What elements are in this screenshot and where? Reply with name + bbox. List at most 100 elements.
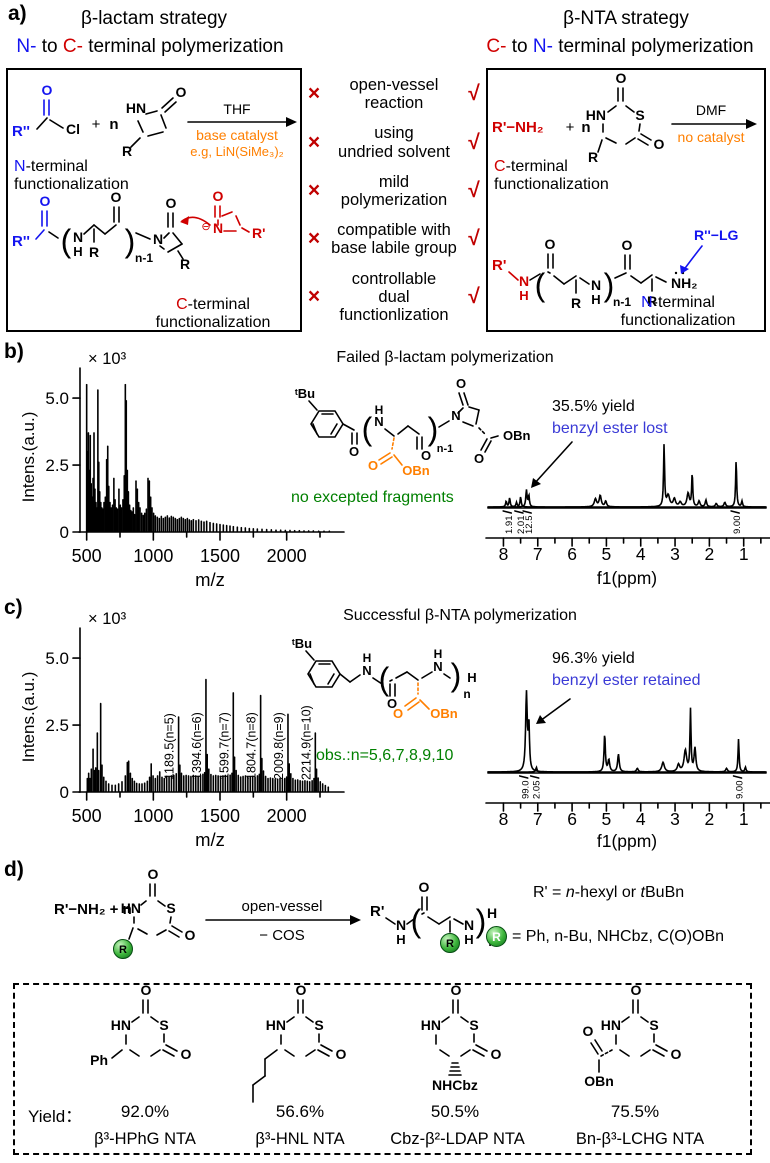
monomer-name: β³-HNL NTA (255, 1130, 345, 1148)
shape-text: O (368, 458, 378, 473)
shape-line (732, 775, 743, 779)
shape-text: O (141, 982, 152, 998)
shape-line (167, 243, 183, 253)
shape-text: S (314, 1017, 323, 1033)
shape-text: O (166, 195, 177, 211)
shape-text: R''−LG (694, 227, 738, 243)
shape-line (380, 456, 393, 465)
right-subtitle: C- to N- terminal polymerization (470, 36, 770, 58)
shape-text: OBn (503, 428, 531, 443)
shape-line (156, 929, 167, 936)
c-label: C- (486, 36, 507, 57)
shape-line (421, 671, 433, 679)
shape-text: N (396, 917, 406, 933)
subtitle-text: to (36, 36, 63, 57)
shape-line (317, 1049, 330, 1057)
shape-text: R (588, 149, 598, 165)
shape-text: H (487, 905, 497, 921)
shape-line (129, 1049, 140, 1057)
shape-line (162, 1049, 175, 1057)
terminal-text: -terminal (187, 296, 250, 313)
shape-text: O (42, 82, 53, 98)
shape-text: 2.5 (45, 716, 69, 735)
shape-text: O (451, 982, 462, 998)
shape-text: N (433, 659, 442, 674)
nmr-successful-chart: 8 7 6 5 4 3 2 1 f1(ppm) 99.0 2.05 9.00 (485, 690, 770, 851)
shape-text: 6 (567, 544, 577, 564)
shape-line (161, 97, 174, 109)
r-legend: R = Ph, n-Bu, NHCbz, C(O)OBn (486, 926, 724, 947)
shape-text: n (581, 119, 590, 136)
shape-text: O (456, 376, 466, 391)
shape-line (475, 1044, 488, 1052)
shape-line (579, 277, 590, 285)
shape-text: H (464, 932, 473, 947)
shape-polygon (350, 915, 361, 925)
shape-text: R' (252, 225, 265, 241)
shape-text: O (419, 879, 430, 895)
shape-line (457, 407, 464, 414)
shape-text: R'−NH₂ (492, 119, 544, 136)
cross-icon: × (307, 82, 321, 106)
shape-line (165, 1044, 178, 1052)
shape-line (463, 392, 469, 406)
cross-icon: × (307, 130, 321, 154)
subtitle-text: terminal polymerization (552, 36, 754, 57)
shape-line (480, 438, 488, 451)
shape-text: H (375, 403, 384, 417)
shape-text: Ph (90, 1052, 108, 1068)
shape-text: THF (223, 101, 250, 117)
shape-line (640, 1016, 649, 1023)
shape-text: 2.05 (532, 781, 543, 800)
shape-text: 7 (533, 544, 543, 564)
failed-polymer-structure: ᵗBu O ( H N O OBn O ) n-1 N O O OBn (295, 376, 531, 478)
shape-text: − COS (259, 927, 304, 944)
shape-line (453, 918, 464, 925)
shape-text: N (73, 229, 83, 245)
shape-text: H (434, 647, 443, 661)
shape-line (305, 650, 315, 661)
shape-text: HN (601, 1017, 621, 1033)
monomer-name: Cbz-β²-LDAP NTA (390, 1130, 525, 1148)
shape-text: OBn (402, 463, 430, 478)
shape-line (462, 421, 474, 427)
shape-text: 4 (636, 809, 646, 829)
shape-line (406, 918, 415, 925)
shape-line (514, 510, 524, 514)
functionalization-text: functionalization (620, 311, 736, 329)
shape-text: no catalyst (678, 129, 745, 145)
shape-line (312, 423, 318, 435)
beta-nta-scheme-svg: R'−NH₂ + n HN O S O R DMF no catalyst R' (492, 70, 757, 311)
shape-text: 1599.7(n=7) (217, 712, 231, 780)
shape-line (157, 900, 166, 907)
shape-text: ) (604, 267, 615, 303)
shape-text: f1(ppm) (597, 568, 657, 588)
n-label: N- (532, 36, 553, 57)
shape-text: HN (126, 100, 146, 116)
shape-line (252, 1075, 266, 1086)
comparison-row: × compatible with base labile group √ (302, 221, 486, 257)
shape-line (597, 139, 603, 153)
shape-line (330, 423, 338, 435)
shape-line (655, 276, 667, 283)
shape-line (83, 224, 95, 235)
c-letter: C (494, 158, 506, 175)
shape-text: ᵗBu (292, 636, 312, 651)
shape-line (35, 229, 45, 240)
shape-polygon (536, 715, 546, 724)
shape-line (502, 510, 513, 514)
shape-text: 5.0 (45, 649, 69, 668)
shape-text: 6 (567, 809, 577, 829)
green-sphere-r-icon: R (486, 926, 507, 947)
shape-text: O (671, 1046, 682, 1062)
r-prime-legend: R' = n-hexyl or tBuBn (533, 884, 685, 901)
c-letter: C (176, 296, 188, 313)
shape-line (475, 409, 480, 425)
shape-text: O (349, 444, 359, 459)
shape-text: OBn (584, 1073, 614, 1089)
shape-text: n-1 (437, 443, 454, 455)
shape-text: O (421, 448, 431, 463)
shape-text: S (159, 1017, 168, 1033)
shape-text: 1000 (133, 546, 173, 566)
shape-text: O (622, 237, 633, 253)
